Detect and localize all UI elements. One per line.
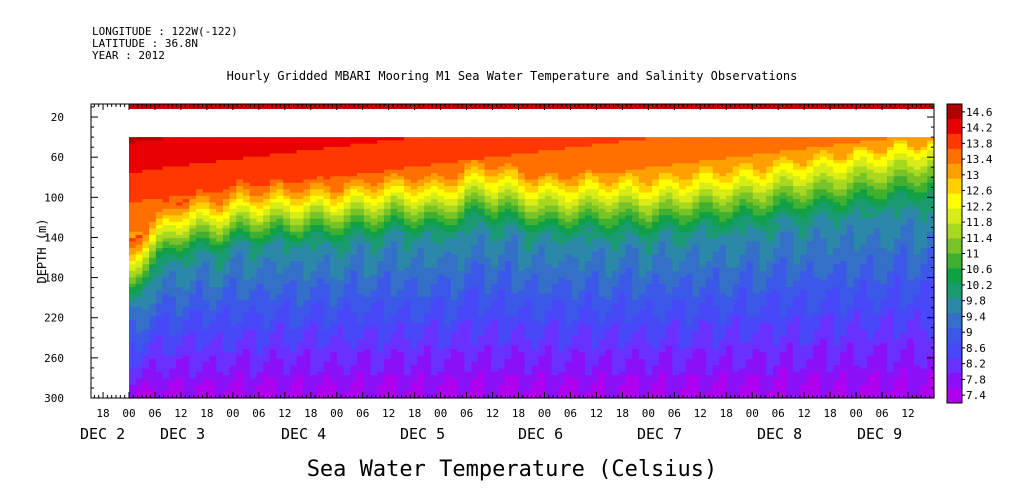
colorbar-tick-label: 11.4 — [966, 232, 993, 245]
colorbar-swatch — [947, 343, 962, 359]
colorbar-swatch — [947, 208, 962, 224]
colorbar-tick-label: 14.2 — [966, 122, 993, 135]
x-tick-label: 06 — [668, 407, 681, 420]
colorbar-tick-label: 11.8 — [966, 216, 993, 229]
x-tick-label: 12 — [590, 407, 603, 420]
colorbar-tick-label: 9 — [966, 326, 973, 339]
colorbar-label: Sea Water Temperature (Celsius) — [307, 457, 718, 482]
colorbar-tick-label: 9.8 — [966, 295, 986, 308]
colorbar-tick-label: 9.4 — [966, 310, 986, 323]
x-tick-label: 00 — [746, 407, 759, 420]
colorbar-swatch — [947, 148, 962, 165]
colorbar-swatch — [947, 163, 962, 180]
colorbar-swatch — [947, 223, 962, 239]
y-tick-label: 300 — [44, 392, 64, 405]
colorbar-tick-label: 11 — [966, 248, 979, 261]
x-day-label: DEC 5 — [400, 425, 445, 443]
colorbar-swatch — [947, 388, 962, 404]
colorbar-tick-label: 13.8 — [966, 137, 993, 150]
y-tick-label: 100 — [44, 191, 64, 204]
year-label: YEAR : 2012 — [92, 49, 165, 62]
y-tick-label: 140 — [44, 231, 64, 244]
colorbar-swatch — [947, 118, 962, 135]
latitude-label: LATITUDE : 36.8N — [92, 37, 198, 50]
colorbar-swatch — [947, 268, 962, 284]
x-tick-label: 06 — [875, 407, 888, 420]
plot-area — [91, 104, 935, 399]
colorbar-swatch — [947, 178, 962, 195]
x-tick-label: 18 — [616, 407, 629, 420]
colorbar-tick-label: 14.6 — [966, 106, 993, 119]
x-tick-label: 06 — [356, 407, 369, 420]
colorbar-swatch — [947, 298, 962, 314]
colorbar-swatch — [947, 238, 962, 254]
x-day-label: DEC 3 — [160, 425, 205, 443]
y-tick-label: 220 — [44, 312, 64, 325]
chart-title: Hourly Gridded MBARI Mooring M1 Sea Wate… — [227, 69, 798, 83]
colorbar-tick-label: 13 — [966, 169, 979, 182]
colorbar-tick-label: 7.8 — [966, 373, 986, 386]
x-tick-label: 18 — [824, 407, 837, 420]
x-tick-label: 00 — [849, 407, 862, 420]
x-tick-label: 18 — [512, 407, 525, 420]
x-tick-label: 18 — [96, 407, 109, 420]
x-tick-label: 00 — [434, 407, 447, 420]
x-tick-label: 06 — [148, 407, 161, 420]
colorbar-swatch — [947, 253, 962, 269]
x-tick-label: 06 — [772, 407, 785, 420]
y-tick-label: 60 — [51, 151, 64, 164]
x-tick-label: 00 — [642, 407, 655, 420]
colorbar-tick-label: 12.2 — [966, 200, 993, 213]
x-tick-label: 18 — [200, 407, 213, 420]
y-tick-label: 260 — [44, 352, 64, 365]
y-tick-label: 180 — [44, 272, 64, 285]
colorbar-tick-label: 7.4 — [966, 389, 986, 402]
colorbar-tick-label: 10.6 — [966, 263, 993, 276]
colorbar-swatch — [947, 373, 962, 389]
colorbar-swatch — [947, 133, 962, 150]
colorbar-tick-label: 8.6 — [966, 342, 986, 355]
colorbar-swatch — [947, 328, 962, 344]
x-axis: 18 00 06 12 18 00 06 12 18 00 06 12 18 00 06 12 18 00 06 12… — [80, 104, 935, 443]
y-axis-label: DEPTH (m) — [35, 218, 49, 283]
x-tick-label: 12 — [798, 407, 811, 420]
x-tick-label: 12 — [382, 407, 395, 420]
x-day-label: DEC 6 — [518, 425, 563, 443]
x-day-label: DEC 9 — [857, 425, 902, 443]
x-tick-label: 18 — [408, 407, 421, 420]
y-axis: 20 60 100 140 180 220 260 300 — [44, 106, 934, 405]
x-tick-label: 00 — [538, 407, 551, 420]
x-tick-label: 12 — [901, 407, 914, 420]
x-tick-label: 06 — [252, 407, 265, 420]
x-day-label: DEC 4 — [281, 425, 326, 443]
y-tick-label: 20 — [51, 111, 64, 124]
x-tick-label: 12 — [486, 407, 499, 420]
x-day-label: DEC 7 — [637, 425, 682, 443]
x-tick-label: 06 — [564, 407, 577, 420]
plot-frame — [90, 103, 935, 399]
x-tick-label: 18 — [304, 407, 317, 420]
colorbar-swatch — [947, 283, 962, 299]
x-tick-label: 12 — [694, 407, 707, 420]
x-tick-label: 18 — [720, 407, 733, 420]
colorbar-swatch — [947, 193, 962, 210]
x-day-label: DEC 2 — [80, 425, 125, 443]
x-tick-label: 00 — [122, 407, 135, 420]
colorbar: 14.6 14.2 13.8 13.4 13 12.6 12.2 11.8 11.4 11 10.6… — [946, 103, 993, 404]
colorbar-swatch — [947, 313, 962, 329]
colorbar-tick-label: 12.6 — [966, 185, 993, 198]
colorbar-swatch — [947, 358, 962, 374]
colorbar-tick-label: 13.4 — [966, 153, 993, 166]
colorbar-swatch — [947, 104, 962, 120]
x-day-label: DEC 8 — [757, 425, 802, 443]
longitude-label: LONGITUDE : 122W(-122) — [92, 25, 238, 38]
colorbar-tick-label: 8.2 — [966, 358, 986, 371]
x-tick-label: 00 — [226, 407, 239, 420]
x-tick-label: 06 — [460, 407, 473, 420]
x-tick-label: 12 — [278, 407, 291, 420]
x-tick-label: 12 — [174, 407, 187, 420]
colorbar-tick-label: 10.2 — [966, 279, 993, 292]
x-tick-label: 00 — [330, 407, 343, 420]
